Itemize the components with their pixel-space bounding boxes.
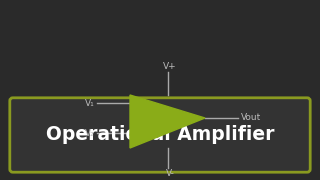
Polygon shape (130, 95, 205, 148)
Text: Vout: Vout (241, 114, 261, 123)
Text: V+: V+ (163, 62, 177, 71)
Text: V₁: V₁ (85, 98, 95, 107)
FancyBboxPatch shape (10, 98, 310, 172)
Text: V-: V- (165, 169, 174, 178)
Text: Operational Amplifier: Operational Amplifier (46, 125, 274, 145)
Text: V₂: V₂ (85, 129, 95, 138)
